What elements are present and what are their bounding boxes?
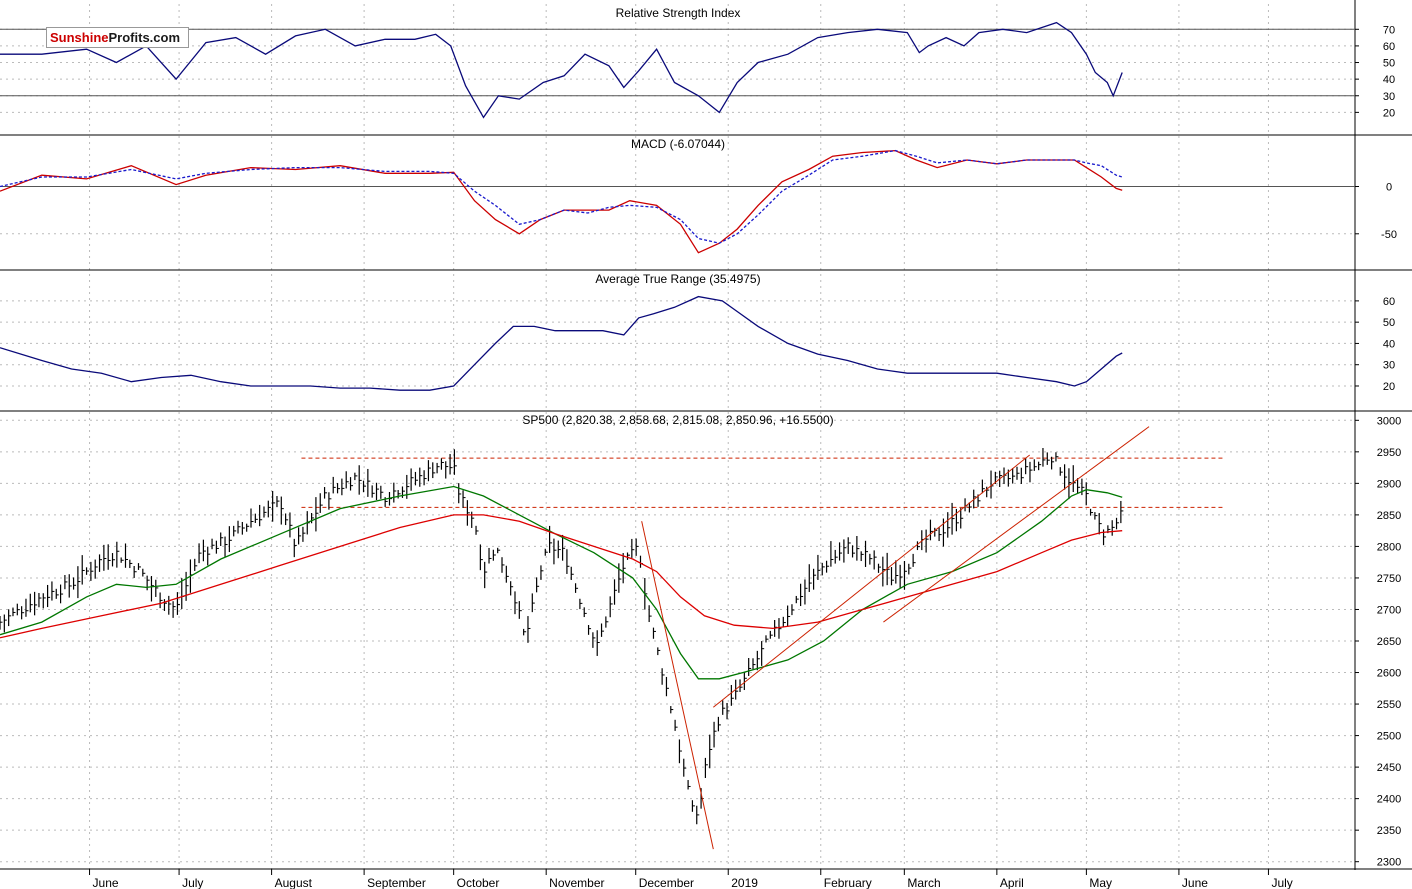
y-tick-label: 2650	[1377, 636, 1401, 648]
y-tick-label: 70	[1383, 24, 1395, 36]
trend-line	[641, 521, 714, 850]
signal-line	[0, 149, 1123, 244]
panel-title: MACD (-6.07044)	[631, 137, 725, 151]
y-tick-label: 2950	[1377, 447, 1401, 459]
y-tick-label: 2700	[1377, 604, 1401, 616]
ma50-line	[0, 485, 1123, 680]
y-tick-label: 40	[1383, 74, 1395, 86]
month-label: February	[824, 876, 872, 889]
y-tick-label: 20	[1383, 381, 1395, 393]
y-tick-label: 2400	[1377, 794, 1401, 806]
panel-title: Average True Range (35.4975)	[595, 272, 760, 286]
y-tick-label: 20	[1383, 107, 1395, 119]
y-tick-label: 50	[1383, 317, 1395, 329]
y-tick-label: 2600	[1377, 668, 1401, 680]
y-tick-label: 40	[1383, 338, 1395, 350]
y-tick-label: 30	[1383, 360, 1395, 372]
y-tick-label: 2450	[1377, 762, 1401, 774]
y-tick-label: 2550	[1377, 699, 1401, 711]
month-label: 2019	[731, 876, 758, 889]
y-tick-label: 30	[1383, 91, 1395, 103]
month-label: June	[93, 876, 119, 889]
logo-part-2: Profits.com	[108, 30, 181, 45]
rsi-line	[0, 21, 1123, 119]
month-label: November	[549, 876, 604, 889]
y-tick-label: -50	[1381, 229, 1397, 241]
month-label: March	[907, 876, 940, 889]
macd-line	[0, 149, 1123, 254]
month-label: April	[1000, 876, 1024, 889]
y-tick-label: 2500	[1377, 731, 1401, 743]
month-label: September	[367, 876, 426, 889]
y-tick-label: 3000	[1377, 415, 1401, 427]
month-label: July	[182, 876, 203, 889]
y-tick-label: 50	[1383, 58, 1395, 70]
y-tick-label: 2800	[1377, 541, 1401, 553]
month-label: May	[1089, 876, 1112, 889]
y-tick-label: 2300	[1377, 857, 1401, 869]
panel-title: Relative Strength Index	[616, 6, 741, 20]
y-tick-label: 2350	[1377, 825, 1401, 837]
y-tick-label: 2850	[1377, 510, 1401, 522]
y-tick-label: 60	[1383, 41, 1395, 53]
month-label: July	[1271, 876, 1292, 889]
trend-line	[713, 454, 1030, 708]
y-tick-label: 2750	[1377, 573, 1401, 585]
logo-part-1: Sunshine	[50, 30, 109, 45]
month-label: August	[275, 876, 313, 889]
y-tick-label: 60	[1383, 296, 1395, 308]
y-tick-label: 0	[1386, 182, 1392, 194]
atr-line	[0, 295, 1123, 391]
month-label: October	[457, 876, 500, 889]
panel-title: SP500 (2,820.38, 2,858.68, 2,815.08, 2,8…	[522, 413, 833, 427]
sunshine-profits-logo: SunshineProfits.com	[46, 27, 189, 48]
month-label: December	[639, 876, 694, 889]
month-label: June	[1182, 876, 1208, 889]
y-tick-label: 2900	[1377, 478, 1401, 490]
trend-line	[883, 426, 1150, 623]
ma200-line	[0, 514, 1123, 639]
